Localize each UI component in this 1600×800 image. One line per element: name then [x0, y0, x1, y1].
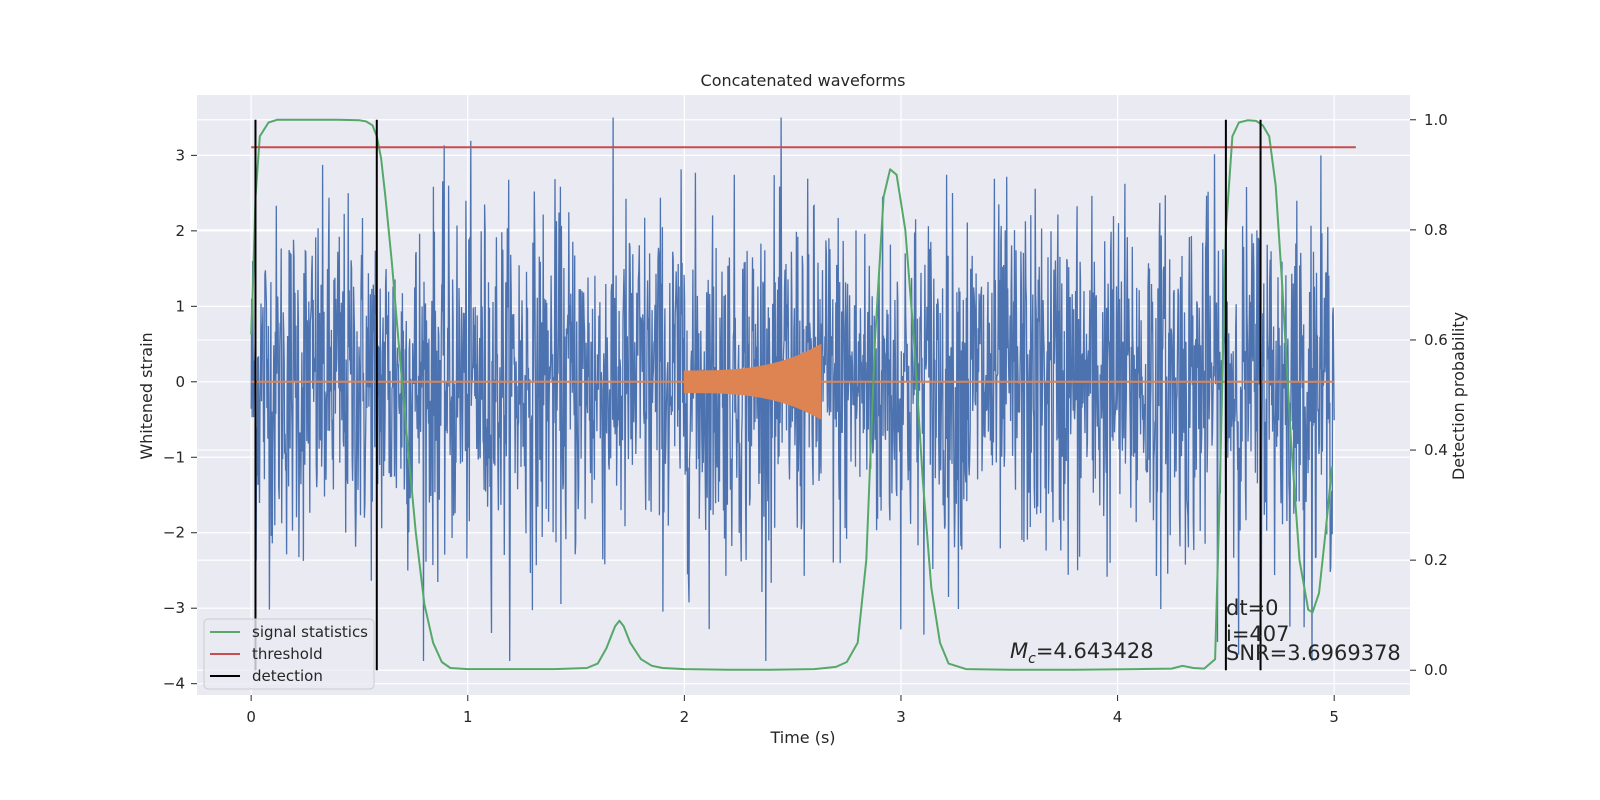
legend-label-signal-statistics: signal statistics [252, 623, 368, 641]
signal-statistics-line [250, 118, 1333, 671]
mc-symbol: M [1010, 639, 1028, 663]
legend-box [203, 618, 375, 690]
detection-lines [254, 119, 1262, 671]
injection-series [251, 344, 1335, 420]
y-tick-label-right: 0.6 [1424, 331, 1448, 349]
y-tick-label-left: −2 [163, 524, 185, 542]
mc-value: =4.643428 [1036, 639, 1154, 663]
y-tick-label-left: 1 [175, 297, 185, 315]
x-tick-label: 1 [463, 708, 473, 726]
x-tick-label: 0 [246, 708, 256, 726]
x-tick-label: 3 [896, 708, 906, 726]
y-tick-label-right: 0.2 [1424, 551, 1448, 569]
legend-label-detection: detection [252, 667, 323, 685]
x-tick-label: 5 [1329, 708, 1339, 726]
y-tick-label-right: 0.4 [1424, 441, 1448, 459]
chart-title: Concatenated waveforms [701, 71, 906, 90]
legend: signal statistics threshold detection [203, 618, 375, 690]
mc-subscript: c [1028, 651, 1036, 667]
x-axis-label: Time (s) [769, 728, 835, 747]
injection-chirp [683, 344, 822, 420]
snr-annotation: SNR=3.6969378 [1226, 641, 1401, 665]
signal-statistics-series [250, 118, 1333, 671]
y-tick-label-right: 1.0 [1424, 111, 1448, 129]
x-tick-label: 2 [680, 708, 690, 726]
legend-label-threshold: threshold [252, 645, 323, 663]
y-tick-label-left: −3 [163, 599, 185, 617]
y-tick-label-left: −1 [163, 448, 185, 466]
y-axis-label-right: Detection probability [1449, 312, 1468, 480]
y-axis-label-left: Whitened strain [137, 332, 156, 459]
x-tick-label: 4 [1113, 708, 1123, 726]
ticks: 0 1 2 3 4 5 3 2 1 0 −1 −2 −3 −4 1.0 0.8 0.6 0.4 0.2 0.0 [163, 111, 1448, 726]
y-tick-label-right: 0.8 [1424, 221, 1448, 239]
y-tick-label-left: 2 [175, 222, 185, 240]
dt-annotation: dt=0 [1226, 596, 1279, 620]
y-tick-label-right: 0.0 [1424, 661, 1448, 679]
y-tick-label-left: −4 [163, 675, 185, 693]
y-tick-label-left: 3 [175, 146, 185, 164]
y-tick-label-left: 0 [175, 373, 185, 391]
chirp-mass-annotation: Mc=4.643428 [1010, 639, 1154, 667]
index-annotation: i=407 [1226, 622, 1290, 646]
